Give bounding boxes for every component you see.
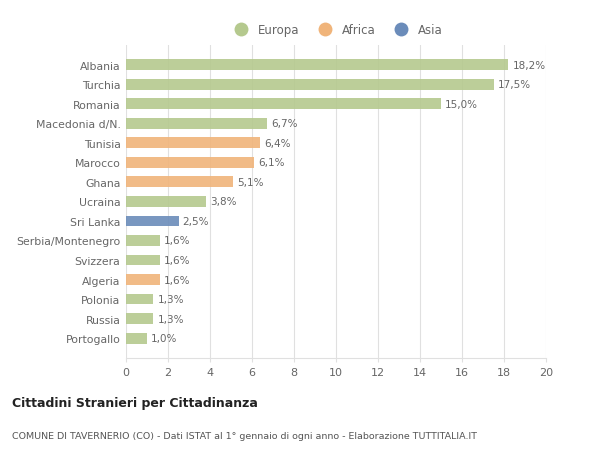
Bar	[126, 216, 179, 227]
Text: 1,3%: 1,3%	[157, 314, 184, 324]
Bar	[126, 333, 147, 344]
Bar	[126, 177, 233, 188]
Text: 2,5%: 2,5%	[182, 217, 209, 226]
Text: 1,6%: 1,6%	[164, 236, 190, 246]
Bar	[126, 255, 160, 266]
Text: 6,4%: 6,4%	[265, 139, 291, 148]
Text: 1,0%: 1,0%	[151, 334, 178, 343]
Text: 17,5%: 17,5%	[498, 80, 531, 90]
Text: 1,6%: 1,6%	[164, 256, 190, 265]
Bar	[126, 157, 254, 168]
Text: 18,2%: 18,2%	[512, 61, 545, 70]
Text: 3,8%: 3,8%	[210, 197, 236, 207]
Legend: Europa, Africa, Asia: Europa, Africa, Asia	[229, 24, 443, 37]
Text: 6,1%: 6,1%	[258, 158, 285, 168]
Bar	[126, 313, 154, 325]
Text: COMUNE DI TAVERNERIO (CO) - Dati ISTAT al 1° gennaio di ogni anno - Elaborazione: COMUNE DI TAVERNERIO (CO) - Dati ISTAT a…	[12, 431, 477, 440]
Text: Cittadini Stranieri per Cittadinanza: Cittadini Stranieri per Cittadinanza	[12, 396, 258, 409]
Bar	[126, 118, 267, 129]
Text: 15,0%: 15,0%	[445, 100, 478, 109]
Bar	[126, 79, 493, 90]
Bar	[126, 60, 508, 71]
Text: 1,6%: 1,6%	[164, 275, 190, 285]
Text: 5,1%: 5,1%	[238, 178, 264, 187]
Bar	[126, 274, 160, 285]
Bar	[126, 294, 154, 305]
Bar	[126, 99, 441, 110]
Bar	[126, 235, 160, 246]
Text: 6,7%: 6,7%	[271, 119, 298, 129]
Bar	[126, 138, 260, 149]
Text: 1,3%: 1,3%	[157, 295, 184, 304]
Bar	[126, 196, 206, 207]
